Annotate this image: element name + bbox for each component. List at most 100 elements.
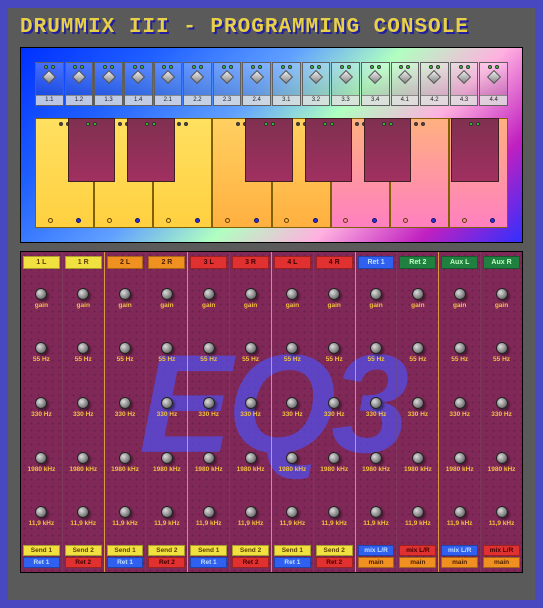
eq-knob[interactable]: [77, 452, 89, 464]
pad-knob-icon[interactable]: [250, 70, 264, 84]
pad-1.3[interactable]: 1.3: [94, 62, 123, 106]
pad-3.2[interactable]: 3.2: [302, 62, 331, 106]
eq-knob[interactable]: [454, 288, 466, 300]
black-key-1[interactable]: [68, 118, 115, 182]
strip-header[interactable]: 1 L: [23, 256, 60, 269]
black-key-6[interactable]: [451, 118, 498, 182]
eq-knob[interactable]: [370, 342, 382, 354]
eq-knob[interactable]: [286, 342, 298, 354]
pad-knob-icon[interactable]: [72, 70, 86, 84]
strip-footer-btn2[interactable]: main: [358, 557, 395, 568]
eq-knob[interactable]: [77, 397, 89, 409]
eq-knob[interactable]: [35, 288, 47, 300]
pad-2.3[interactable]: 2.3: [213, 62, 242, 106]
eq-knob[interactable]: [35, 397, 47, 409]
eq-knob[interactable]: [412, 342, 424, 354]
eq-knob[interactable]: [203, 342, 215, 354]
pad-4.2[interactable]: 4.2: [420, 62, 449, 106]
strip-footer-btn2[interactable]: Ret 1: [274, 557, 311, 568]
eq-knob[interactable]: [245, 397, 257, 409]
pad-knob-icon[interactable]: [42, 70, 56, 84]
pad-4.3[interactable]: 4.3: [450, 62, 479, 106]
eq-knob[interactable]: [286, 288, 298, 300]
pad-knob-icon[interactable]: [190, 70, 204, 84]
pad-1.4[interactable]: 1.4: [124, 62, 153, 106]
strip-footer-btn1[interactable]: Send 2: [65, 545, 102, 556]
pad-knob-icon[interactable]: [487, 70, 501, 84]
pad-1.1[interactable]: 1.1: [35, 62, 64, 106]
eq-knob[interactable]: [328, 288, 340, 300]
pad-3.3[interactable]: 3.3: [331, 62, 360, 106]
eq-knob[interactable]: [370, 288, 382, 300]
black-key-5[interactable]: [364, 118, 411, 182]
eq-knob[interactable]: [412, 452, 424, 464]
strip-footer-btn2[interactable]: main: [399, 557, 436, 568]
strip-header[interactable]: 3 R: [232, 256, 269, 269]
pad-2.2[interactable]: 2.2: [183, 62, 212, 106]
strip-footer-btn1[interactable]: Send 2: [316, 545, 353, 556]
strip-footer-btn2[interactable]: Ret 1: [107, 557, 144, 568]
eq-knob[interactable]: [454, 342, 466, 354]
strip-footer-btn2[interactable]: Ret 1: [190, 557, 227, 568]
eq-knob[interactable]: [203, 397, 215, 409]
black-key-4[interactable]: [305, 118, 352, 182]
eq-knob[interactable]: [119, 342, 131, 354]
pad-knob-icon[interactable]: [101, 70, 115, 84]
pad-3.4[interactable]: 3.4: [361, 62, 390, 106]
strip-footer-btn2[interactable]: Ret 2: [316, 557, 353, 568]
eq-knob[interactable]: [245, 506, 257, 518]
eq-knob[interactable]: [203, 506, 215, 518]
strip-footer-btn2[interactable]: main: [441, 557, 478, 568]
eq-knob[interactable]: [161, 506, 173, 518]
strip-footer-btn2[interactable]: Ret 2: [65, 557, 102, 568]
strip-footer-btn1[interactable]: mix L/R: [399, 545, 436, 556]
strip-footer-btn1[interactable]: Send 2: [148, 545, 185, 556]
pad-knob-icon[interactable]: [427, 70, 441, 84]
eq-knob[interactable]: [370, 452, 382, 464]
pad-knob-icon[interactable]: [309, 70, 323, 84]
pad-knob-icon[interactable]: [220, 70, 234, 84]
eq-knob[interactable]: [412, 397, 424, 409]
eq-knob[interactable]: [496, 506, 508, 518]
strip-header[interactable]: 2 R: [148, 256, 185, 269]
pad-2.1[interactable]: 2.1: [154, 62, 183, 106]
strip-footer-btn1[interactable]: Send 2: [232, 545, 269, 556]
pad-1.2[interactable]: 1.2: [65, 62, 94, 106]
eq-knob[interactable]: [245, 452, 257, 464]
pad-knob-icon[interactable]: [457, 70, 471, 84]
strip-header[interactable]: Aux R: [483, 256, 520, 269]
eq-knob[interactable]: [328, 506, 340, 518]
eq-knob[interactable]: [119, 452, 131, 464]
eq-knob[interactable]: [161, 342, 173, 354]
eq-knob[interactable]: [496, 288, 508, 300]
eq-knob[interactable]: [454, 397, 466, 409]
strip-footer-btn1[interactable]: Send 1: [274, 545, 311, 556]
eq-knob[interactable]: [328, 342, 340, 354]
pad-knob-icon[interactable]: [131, 70, 145, 84]
eq-knob[interactable]: [35, 452, 47, 464]
eq-knob[interactable]: [77, 342, 89, 354]
pad-knob-icon[interactable]: [338, 70, 352, 84]
black-key-3[interactable]: [245, 118, 292, 182]
strip-footer-btn2[interactable]: main: [483, 557, 520, 568]
eq-knob[interactable]: [35, 342, 47, 354]
eq-knob[interactable]: [77, 288, 89, 300]
strip-footer-btn1[interactable]: Send 1: [190, 545, 227, 556]
eq-knob[interactable]: [286, 397, 298, 409]
eq-knob[interactable]: [203, 288, 215, 300]
eq-knob[interactable]: [119, 397, 131, 409]
strip-header[interactable]: 4 R: [316, 256, 353, 269]
eq-knob[interactable]: [286, 506, 298, 518]
eq-knob[interactable]: [35, 506, 47, 518]
strip-footer-btn2[interactable]: Ret 2: [148, 557, 185, 568]
strip-footer-btn1[interactable]: Send 1: [23, 545, 60, 556]
pad-2.4[interactable]: 2.4: [242, 62, 271, 106]
strip-footer-btn2[interactable]: Ret 2: [232, 557, 269, 568]
strip-footer-btn2[interactable]: Ret 1: [23, 557, 60, 568]
eq-knob[interactable]: [496, 397, 508, 409]
strip-header[interactable]: 1 R: [65, 256, 102, 269]
eq-knob[interactable]: [412, 506, 424, 518]
strip-header[interactable]: 2 L: [107, 256, 144, 269]
strip-footer-btn1[interactable]: mix L/R: [441, 545, 478, 556]
eq-knob[interactable]: [412, 288, 424, 300]
